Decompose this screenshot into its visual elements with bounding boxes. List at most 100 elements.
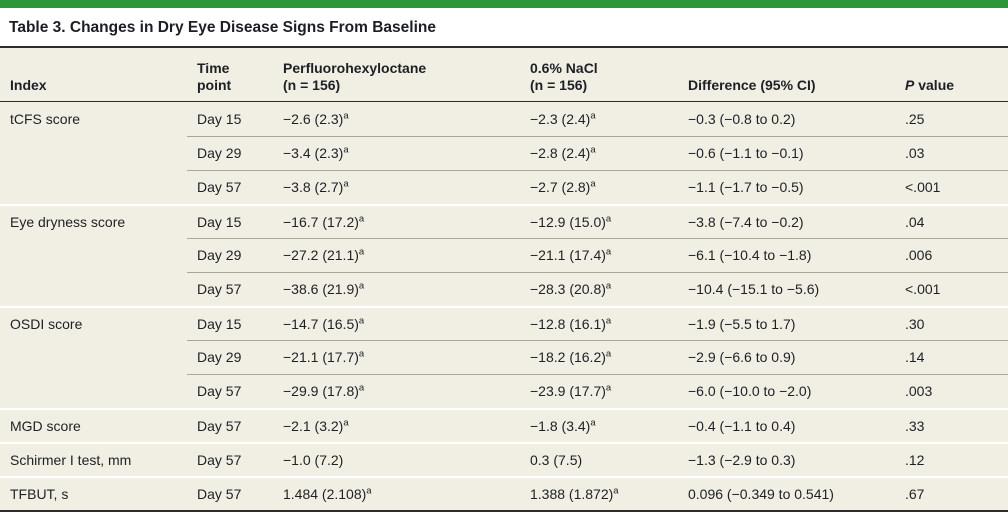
cell-value: −12.9 (15.0) (530, 214, 606, 230)
footnote-marker: a (590, 110, 596, 122)
row-divider (187, 170, 1008, 171)
footnote-marker: a (343, 417, 349, 429)
column-header-difference: Difference (95% CI) (678, 48, 895, 101)
cell-value: −2.8 (2.4) (530, 145, 591, 161)
table-row: Day 29 −21.1 (17.7)a −18.2 (16.2)a −2.9 … (0, 340, 1008, 374)
difference-cell: −0.3 (−0.8 to 0.2) (688, 111, 796, 127)
difference-cell: −3.8 (−7.4 to −0.2) (688, 214, 804, 230)
nacl-cell: −21.1 (17.4)a (520, 247, 678, 263)
cell-value: −3.4 (2.3) (283, 145, 344, 161)
nacl-cell: −2.3 (2.4)a (520, 111, 678, 127)
perfluorohexyloctane-cell: −16.7 (17.2)a (273, 214, 520, 230)
footnote-marker: a (343, 144, 349, 156)
footnote-marker: a (590, 417, 596, 429)
nacl-cell: −28.3 (20.8)a (520, 281, 678, 297)
nacl-cell: −2.7 (2.8)a (520, 179, 678, 195)
table-row: Day 57 −38.6 (21.9)a −28.3 (20.8)a −10.4… (0, 272, 1008, 306)
footnote-marker: a (613, 485, 619, 497)
footnote-marker: a (366, 485, 372, 497)
column-header-arm2-line1: 0.6% NaCl (530, 60, 598, 76)
perfluorohexyloctane-cell: −2.1 (3.2)a (273, 418, 520, 434)
p-value-cell: .04 (905, 214, 925, 230)
time-point-cell: Day 29 (197, 349, 242, 365)
table-row: OSDI score Day 15 −14.7 (16.5)a −12.8 (1… (0, 306, 1008, 340)
cell-value: −27.2 (21.1) (283, 247, 359, 263)
table-row: TFBUT, s Day 57 1.484 (2.108)a 1.388 (1.… (0, 476, 1008, 510)
table-row: Day 29 −27.2 (21.1)a −21.1 (17.4)a −6.1 … (0, 238, 1008, 272)
cell-value: −2.3 (2.4) (530, 111, 591, 127)
table-header-row: Index Time point Perfluorohexyloctane (n =… (0, 48, 1008, 102)
nacl-cell: −12.8 (16.1)a (520, 316, 678, 332)
perfluorohexyloctane-cell: −3.8 (2.7)a (273, 179, 520, 195)
cell-value: 1.388 (1.872) (530, 486, 614, 502)
cell-value: −3.8 (2.7) (283, 179, 344, 195)
table-body: tCFS score Day 15 −2.6 (2.3)a −2.3 (2.4)… (0, 102, 1008, 512)
column-header-p-value: P value (895, 48, 1008, 101)
table-row: tCFS score Day 15 −2.6 (2.3)a −2.3 (2.4)… (0, 102, 1008, 136)
time-point-cell: Day 57 (197, 452, 242, 468)
time-point-cell: Day 15 (197, 316, 242, 332)
column-header-time-point: Time point (187, 48, 273, 101)
index-cell: TFBUT, s (10, 486, 69, 502)
cell-value: −23.9 (17.7) (530, 383, 606, 399)
p-value-cell: .003 (905, 383, 933, 399)
footnote-marker: a (358, 315, 365, 327)
difference-cell: −0.4 (−1.1 to 0.4) (688, 418, 796, 434)
column-header-perfluorohexyloctane: Perfluorohexyloctane (n = 156) (273, 48, 520, 101)
cell-value: −28.3 (20.8) (530, 281, 606, 297)
nacl-cell: −2.8 (2.4)a (520, 145, 678, 161)
p-value-rest: value (914, 77, 955, 93)
p-value-cell: .30 (905, 316, 925, 332)
cell-value: −1.8 (3.4) (530, 418, 591, 434)
column-header-time-line2: point (197, 77, 232, 93)
p-value-cell: .67 (905, 486, 925, 502)
column-header-difference-label: Difference (95% CI) (688, 77, 816, 93)
perfluorohexyloctane-cell: −27.2 (21.1)a (273, 247, 520, 263)
difference-cell: −1.3 (−2.9 to 0.3) (688, 452, 796, 468)
footnote-marker: a (590, 144, 596, 156)
footnote-marker: a (605, 213, 612, 225)
column-header-nacl: 0.6% NaCl (n = 156) (520, 48, 678, 101)
perfluorohexyloctane-cell: −14.7 (16.5)a (273, 316, 520, 332)
index-cell: Schirmer I test, mm (10, 452, 132, 468)
nacl-cell: 0.3 (7.5) (520, 452, 678, 468)
nacl-cell: −12.9 (15.0)a (520, 214, 678, 230)
footnote-marker: a (358, 246, 365, 258)
table-row: MGD score Day 57 −2.1 (3.2)a −1.8 (3.4)a… (0, 408, 1008, 442)
index-cell: Eye dryness score (10, 214, 126, 230)
p-value-italic-p: P (905, 77, 915, 93)
table-accent-bar (0, 0, 1008, 8)
row-divider (187, 374, 1008, 375)
column-header-arm1-line2: (n = 156) (283, 77, 341, 93)
footnote-marker: a (343, 178, 349, 190)
cell-value: −12.8 (16.1) (530, 316, 606, 332)
time-point-cell: Day 15 (197, 111, 242, 127)
row-divider (187, 272, 1008, 273)
footnote-marker: a (605, 382, 612, 394)
table-row: Eye dryness score Day 15 −16.7 (17.2)a −… (0, 204, 1008, 238)
cell-value: −38.6 (21.9) (283, 281, 359, 297)
perfluorohexyloctane-cell: −21.1 (17.7)a (273, 349, 520, 365)
cell-value: −2.6 (2.3) (283, 111, 344, 127)
footnote-marker: a (605, 348, 612, 360)
difference-cell: −6.0 (−10.0 to −2.0) (688, 383, 812, 399)
cell-value: −29.9 (17.8) (283, 383, 359, 399)
time-point-cell: Day 29 (197, 145, 242, 161)
index-cell: MGD score (10, 418, 81, 434)
table-row: Schirmer I test, mm Day 57 −1.0 (7.2) 0.… (0, 442, 1008, 476)
cell-value: −1.0 (7.2) (283, 452, 344, 468)
difference-cell: −1.9 (−5.5 to 1.7) (688, 316, 796, 332)
cell-value: −21.1 (17.4) (530, 247, 606, 263)
column-header-arm2-line2: (n = 156) (530, 77, 588, 93)
time-point-cell: Day 57 (197, 486, 242, 502)
cell-value: 0.3 (7.5) (530, 452, 583, 468)
footnote-marker: a (358, 213, 365, 225)
p-value-cell: .03 (905, 145, 925, 161)
p-value-cell: .12 (905, 452, 925, 468)
row-divider (187, 340, 1008, 341)
row-divider (187, 136, 1008, 137)
time-point-cell: Day 57 (197, 281, 242, 297)
column-header-index: Index (0, 48, 187, 101)
row-divider (187, 238, 1008, 239)
